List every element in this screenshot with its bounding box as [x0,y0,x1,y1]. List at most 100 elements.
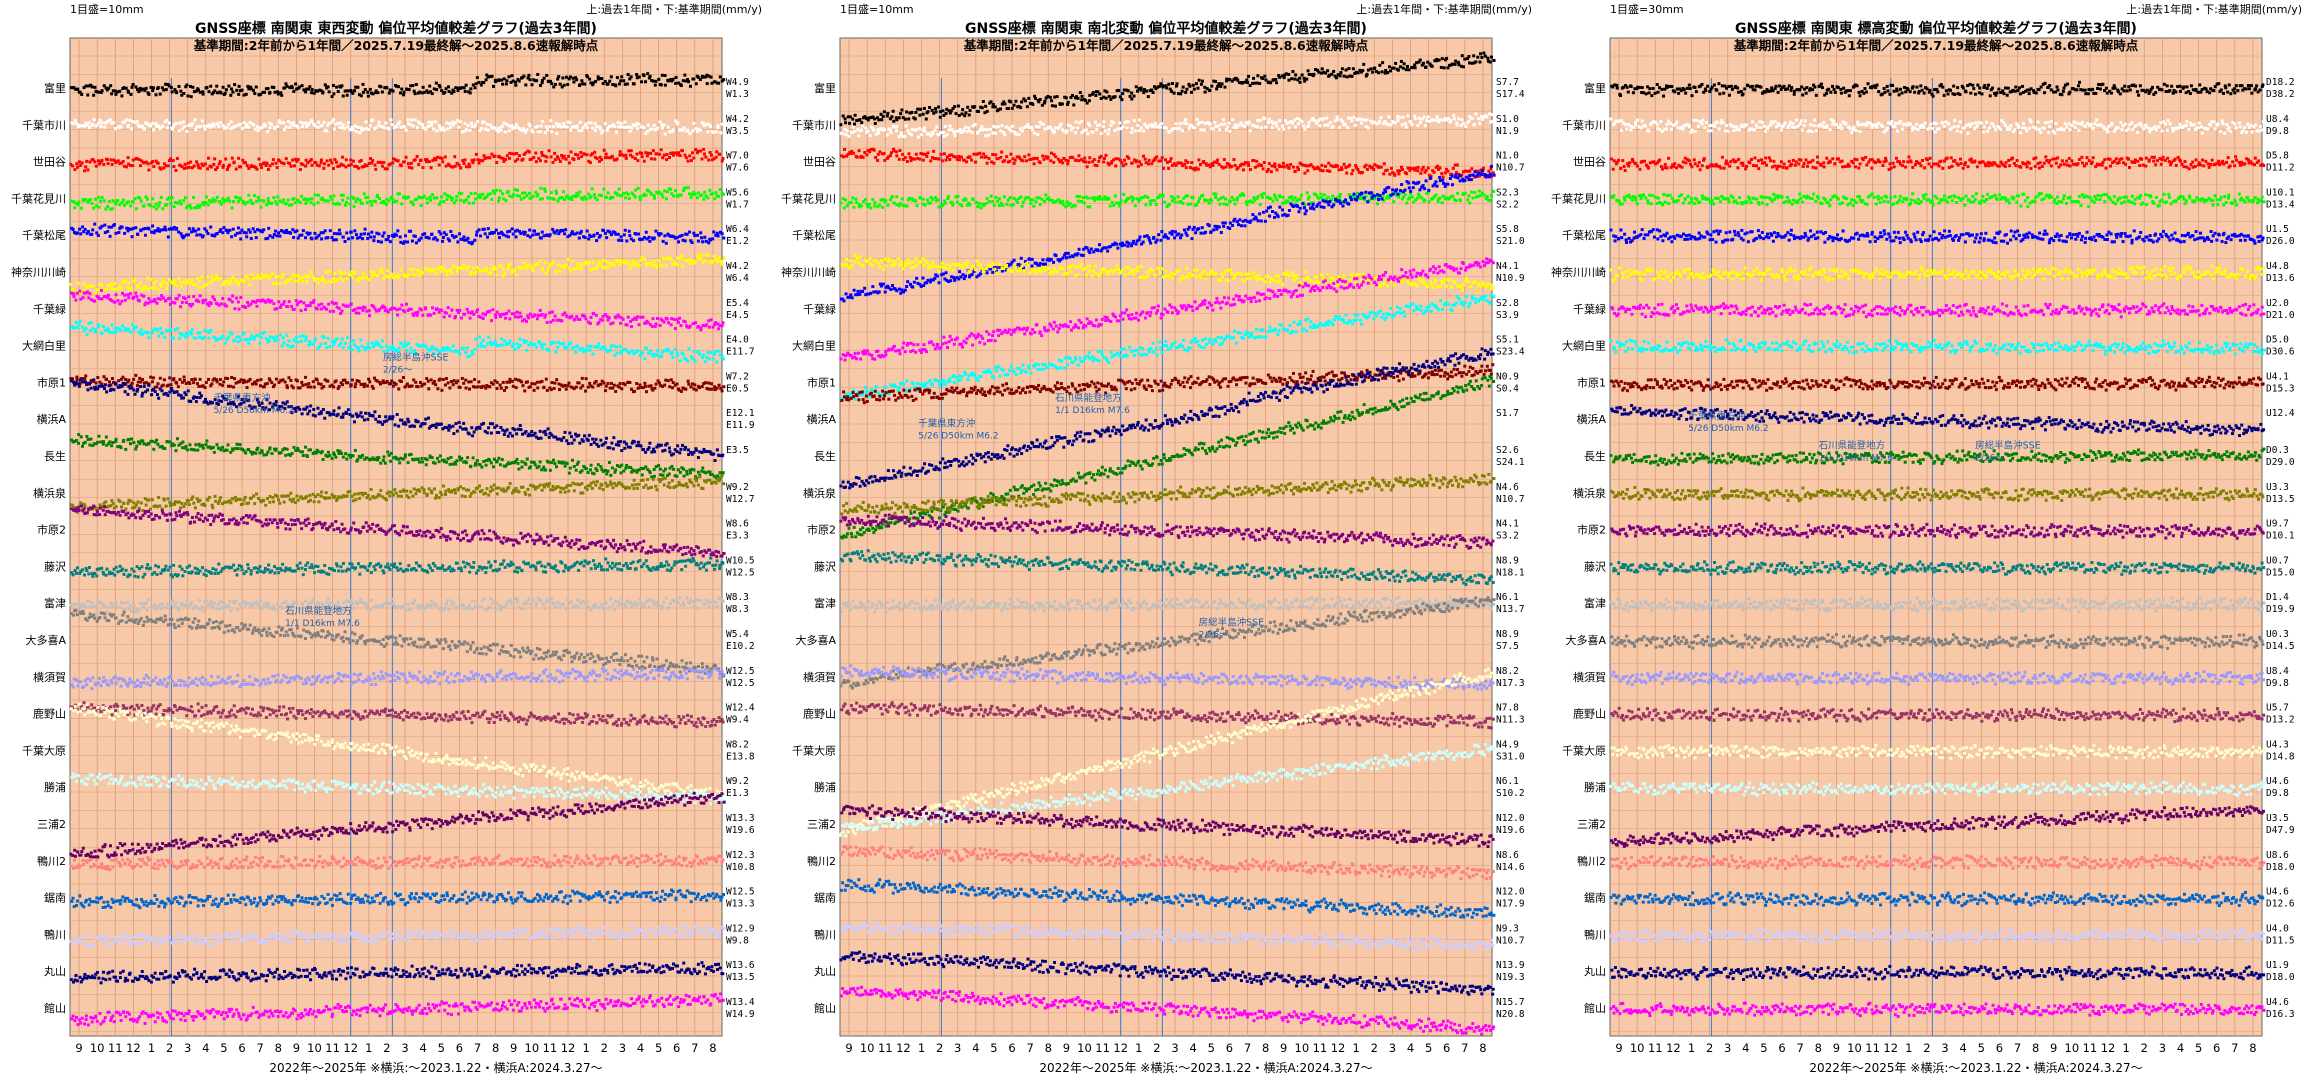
data-point [118,302,122,306]
data-point [552,386,556,390]
data-point [311,380,315,384]
data-point [677,151,681,155]
data-point [302,301,306,305]
data-point [653,196,657,200]
data-point [137,90,141,94]
data-point [416,420,420,424]
data-point [422,488,426,492]
data-point [623,228,627,232]
data-point [624,196,628,200]
data-point [503,388,507,392]
data-point [604,348,608,352]
data-point [80,161,84,165]
rate-label-base: W6.4 [726,273,749,284]
data-point [708,260,712,264]
data-point [531,233,535,237]
data-point [292,445,296,449]
data-point [643,257,647,261]
data-point [313,277,317,281]
data-point [72,292,76,296]
data-point [334,455,338,459]
data-point [304,125,308,129]
data-point [683,445,687,449]
data-point [392,381,396,385]
data-point [703,235,707,239]
data-point [361,82,365,86]
data-point [544,433,548,437]
data-point [289,121,293,125]
data-point [96,233,100,237]
data-point [365,456,369,460]
data-point [506,189,510,193]
data-point [692,190,696,194]
data-point [570,230,574,234]
data-point [579,151,583,155]
data-point [709,473,713,477]
data-point [277,121,281,125]
data-point [383,420,387,424]
data-point [635,468,639,472]
data-point [580,128,584,132]
data-point [256,334,260,338]
data-point [243,337,247,341]
data-point [138,196,142,200]
data-point [546,196,550,200]
data-point [118,284,122,288]
data-point [667,321,671,325]
data-point [197,279,201,283]
data-point [544,377,548,381]
data-point [217,399,221,403]
data-point [266,167,270,171]
data-point [268,500,272,504]
data-point [469,192,473,196]
data-point [382,276,386,280]
data-point [139,199,143,203]
data-point [486,156,490,160]
data-point [190,278,194,282]
data-point [458,308,462,312]
data-point [249,302,253,306]
data-point [584,197,588,201]
data-point [694,448,698,452]
data-point [311,413,315,417]
data-point [687,453,691,457]
data-point [554,122,558,126]
data-point [593,155,597,159]
data-point [589,384,593,388]
data-point [151,86,155,90]
data-point [557,75,561,79]
data-point [538,129,542,133]
data-point [225,167,229,171]
data-point [210,275,214,279]
data-point [77,160,81,164]
data-point [452,90,456,94]
data-point [330,412,334,416]
data-point [245,164,249,168]
data-point [601,258,605,262]
data-point [106,205,110,209]
data-point [718,188,722,192]
data-point [161,331,165,335]
data-point [165,118,169,122]
data-point [222,283,226,287]
data-point [446,127,450,131]
data-point [478,195,482,199]
data-point [630,126,634,130]
data-point [634,232,638,236]
data-point [75,291,79,295]
data-point [562,436,566,440]
data-point [78,90,82,94]
data-point [170,280,174,284]
data-point [278,305,282,309]
data-point [191,448,195,452]
data-point [507,75,511,79]
data-point [459,198,463,202]
data-point [171,281,175,285]
data-point [654,382,658,386]
data-point [716,234,720,238]
data-point [98,503,102,507]
data-point [534,435,538,439]
data-point [306,412,310,416]
data-point [273,307,277,311]
data-point [293,279,297,283]
